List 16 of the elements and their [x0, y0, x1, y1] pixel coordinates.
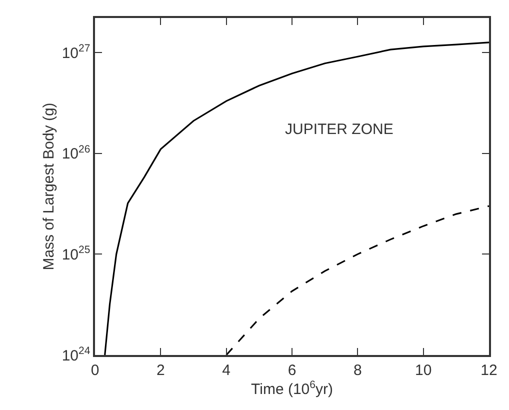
x-tick-label: 10 [414, 362, 432, 379]
x-tick-label: 2 [156, 362, 165, 379]
x-axis-title: Time (10$^{6}$yr) [251, 378, 333, 398]
x-tick-label: 6 [288, 362, 296, 379]
annotation: JUPITER ZONE [285, 121, 394, 138]
line-series [226, 205, 489, 355]
x-tick-label: 8 [354, 362, 362, 379]
y-tick-label: 10$^{24}$ [62, 344, 90, 364]
y-tick-label: 10$^{27}$ [62, 42, 90, 62]
y-tick-label: 10$^{25}$ [62, 244, 90, 264]
y-axis-title: Mass of Largest Body (g) [40, 102, 58, 270]
x-tick-label: 0 [90, 362, 100, 379]
line-series [104, 42, 489, 355]
x-tick-label: 4 [222, 362, 230, 379]
y-tick-label: 10$^{26}$ [62, 143, 90, 163]
x-tick-label: 12 [480, 362, 498, 379]
